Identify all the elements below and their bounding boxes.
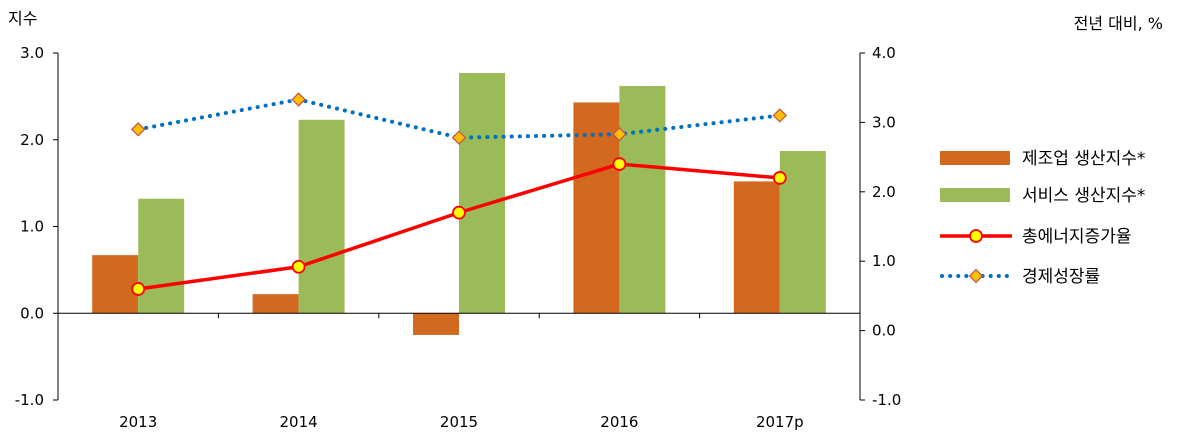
right-tick-label: 0.0: [872, 322, 896, 340]
legend-label: 제조업 생산지수*: [1022, 149, 1145, 169]
legend-swatch-gdp-marker: [968, 268, 984, 284]
energy-growth-point-2017p: [772, 171, 787, 185]
bar-manufacturing-2015: [413, 313, 459, 335]
energy-growth-point-2014: [291, 259, 306, 274]
left-tick-label: 2.0: [20, 131, 44, 149]
bar-service-2017p: [779, 151, 826, 314]
right-tick-label: 4.0: [872, 44, 896, 62]
energy-growth-point-2013: [131, 282, 146, 296]
legend-label: 총에너지증가율: [1022, 227, 1131, 247]
right-tick-label: 2.0: [872, 183, 896, 201]
left-tick-label: 3.0: [20, 44, 44, 62]
left-tick-label: -1.0: [15, 391, 44, 409]
gdp-growth-point-2016: [612, 126, 627, 142]
energy-growth-point-2015: [452, 205, 466, 220]
bar-manufacturing-2013: [92, 255, 139, 314]
category-label: 2014: [280, 413, 318, 431]
right-tick-label: 1.0: [872, 252, 896, 270]
category-label: 2016: [600, 413, 638, 431]
legend-label: 서비스 생산지수*: [1022, 186, 1145, 206]
legend-swatch-manufacturing: [940, 151, 1010, 165]
legend-swatch-energy-marker: [969, 229, 983, 243]
gdp-growth-line: [136, 97, 782, 140]
category-label: 2017p: [756, 413, 804, 431]
right-axis-title: 전년 대비, %: [1074, 14, 1163, 33]
category-label: 2015: [440, 413, 478, 431]
bar-service-2016: [619, 85, 666, 314]
left-tick-label: 0.0: [20, 304, 44, 322]
legend-label: 경제성장률: [1022, 267, 1100, 287]
category-label: 2013: [119, 413, 157, 431]
right-tick-label: -1.0: [872, 391, 901, 409]
gdp-growth-point-2017p: [772, 108, 788, 123]
left-tick-label: 1.0: [20, 218, 44, 236]
gdp-growth-point-2014: [291, 92, 306, 107]
bar-manufacturing-2016: [573, 102, 620, 314]
bar-service-2013: [138, 198, 185, 314]
bar-manufacturing-2017p: [733, 181, 780, 314]
energy-growth-point-2016: [612, 157, 627, 171]
gdp-growth-point-2013: [130, 122, 146, 137]
right-tick-label: 3.0: [872, 113, 896, 131]
bar-manufacturing-2014: [252, 294, 299, 314]
bar-service-2015: [459, 72, 505, 314]
legend-swatch-service: [940, 188, 1010, 202]
gdp-growth-point-2015: [451, 130, 467, 145]
bar-service-2014: [298, 119, 345, 314]
left-axis-title: 지수: [8, 9, 37, 28]
